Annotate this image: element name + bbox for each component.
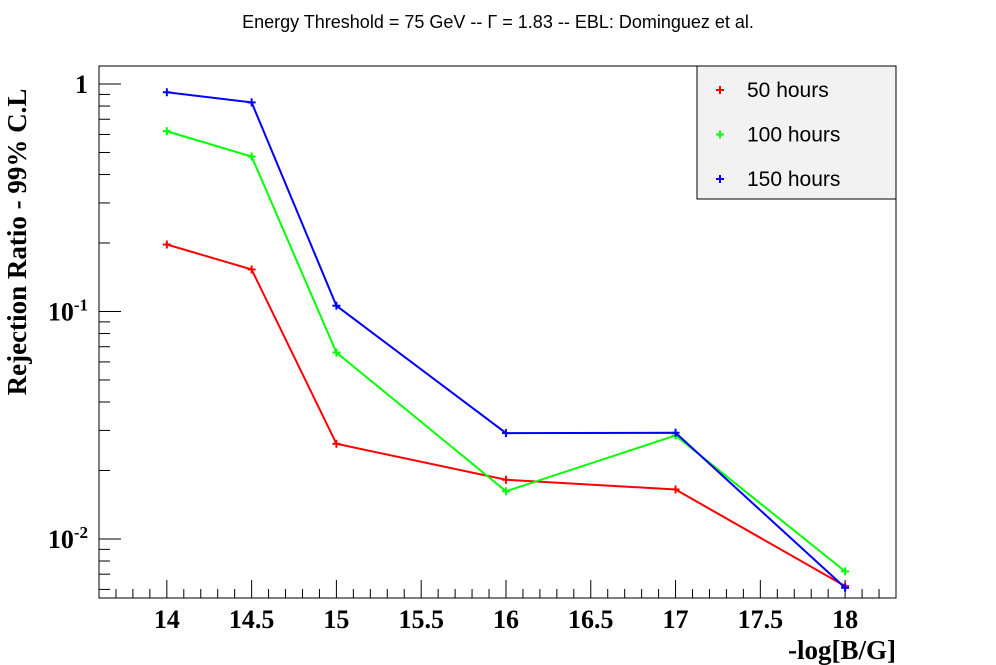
x-tick-label: 17 [663,605,689,634]
y-axis-tick-labels: 1 10-1 10-2 [48,70,88,554]
data-point [501,429,510,438]
data-point [501,487,510,496]
x-tick-label: 15 [323,605,349,634]
x-tick-label: 16 [493,605,519,634]
data-point [247,98,256,107]
x-tick-label: 16.5 [568,605,614,634]
data-point [671,428,680,437]
x-tick-label: 14 [154,605,180,634]
data-point [162,127,171,136]
legend: 50 hours 100 hours 150 hours [696,65,897,200]
x-axis-tick-labels: 14 14.5 15 15.5 16 16.5 17 17.5 18 [154,605,858,634]
series [162,88,850,592]
legend-item: 100 hours [716,124,840,147]
data-point [671,485,680,494]
y-tick-label: 1 [75,70,88,99]
data-point [162,240,171,249]
data-point [162,88,171,97]
x-tick-label: 14.5 [229,605,275,634]
x-tick-label: 18 [832,605,858,634]
y-tick-label: 10-2 [48,523,88,554]
x-tick-label: 15.5 [398,605,444,634]
y-axis-ticks [99,83,121,590]
data-point [247,265,256,274]
legend-label: 150 hours [747,168,840,191]
legend-item: 150 hours [716,168,840,191]
legend-label: 100 hours [747,124,840,147]
legend-label: 50 hours [747,79,829,102]
data-point [332,348,341,357]
chart-title: Energy Threshold = 75 GeV -- Γ = 1.83 --… [242,12,754,32]
series-line [166,91,846,589]
x-tick-label: 17.5 [738,605,784,634]
x-axis-ticks [98,580,897,598]
legend-item: 50 hours [716,79,829,102]
legend-marker [716,175,724,183]
data-point [247,152,256,161]
y-tick-label: 10-1 [48,295,88,326]
data-point [841,583,850,592]
x-axis-title: -log[B/G] [788,635,896,665]
data-point [841,567,850,576]
data-point [501,475,510,484]
data-point [332,301,341,310]
legend-marker [716,86,724,94]
series-line [166,243,846,588]
y-axis-title: Rejection Ratio - 99% C.L [2,89,32,396]
data-point [332,439,341,448]
legend-marker [716,130,724,139]
legend-box [696,65,897,200]
series-layer [162,88,850,592]
